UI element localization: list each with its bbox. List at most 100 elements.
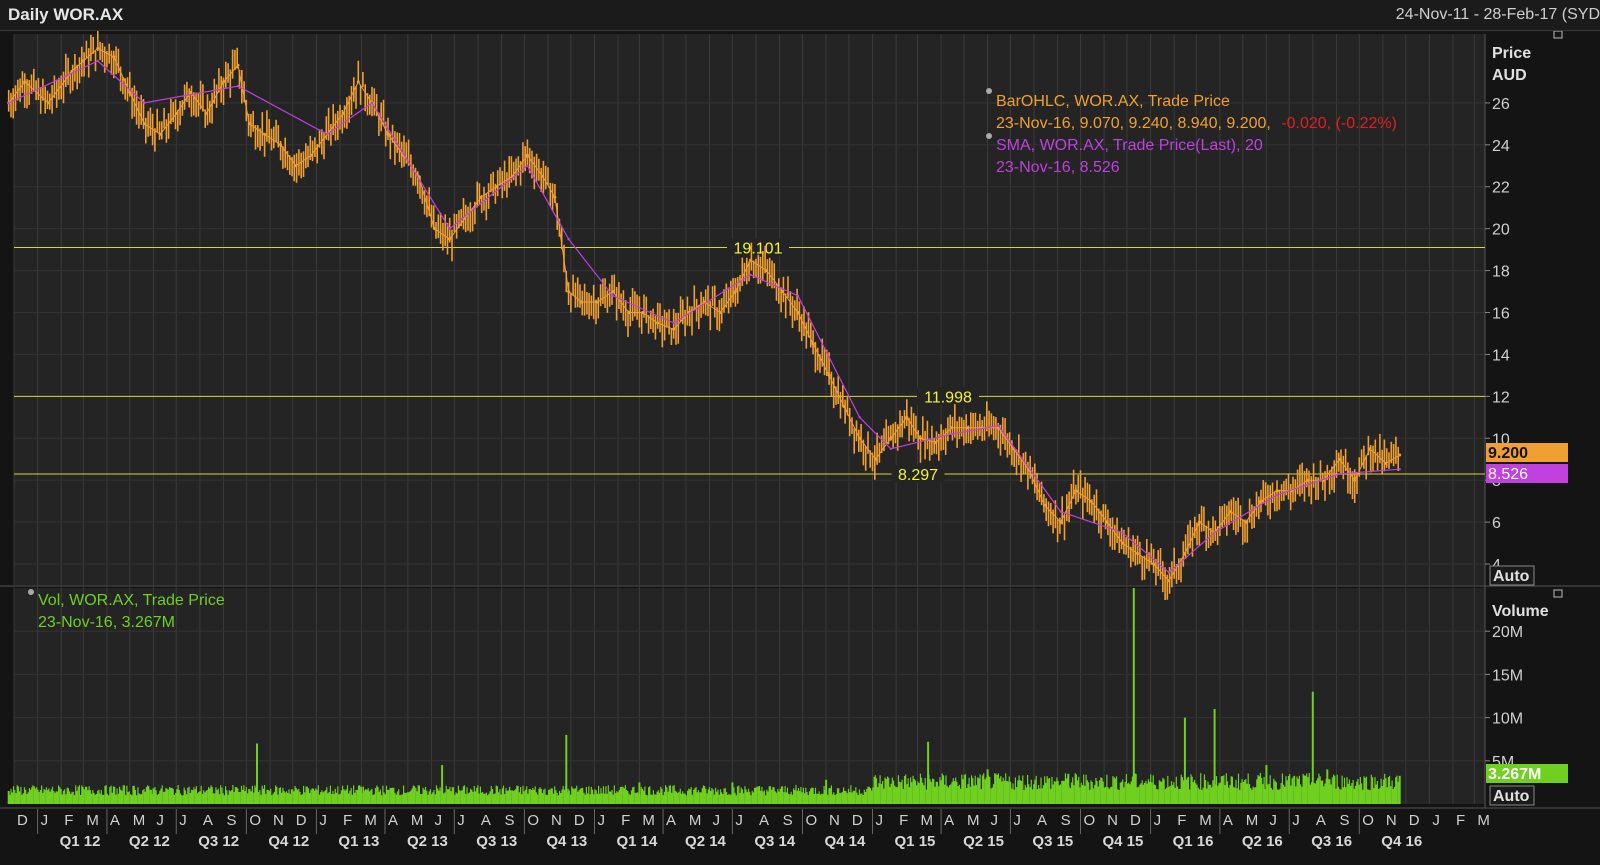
sma-point	[796, 294, 800, 297]
price-point	[905, 415, 909, 419]
month-tick-label: A	[759, 812, 769, 829]
price-plot-area[interactable]	[14, 34, 1485, 585]
volume-bar	[731, 782, 734, 804]
quarter-tick-label: Q4 16	[1381, 833, 1422, 850]
legend-ohlc-values: 23-Nov-16, 9.070, 9.240, 8.940, 9.200, -…	[996, 115, 1397, 132]
month-tick-label: M	[86, 812, 99, 829]
volume-auto-label: Auto	[1493, 788, 1530, 805]
price-tick-label: 18	[1492, 264, 1510, 281]
price-point	[950, 426, 954, 430]
price-point	[479, 195, 483, 199]
price-point	[433, 227, 436, 231]
price-point	[1120, 541, 1124, 545]
month-tick-label: F	[1177, 812, 1186, 829]
legend-ohlc-toggle-icon[interactable]	[986, 88, 992, 94]
volume-bar	[986, 769, 989, 804]
month-tick-label: J	[1432, 812, 1440, 829]
price-point	[263, 132, 267, 136]
volume-panel-menu-icon[interactable]	[1553, 589, 1563, 598]
volume-bar	[1183, 717, 1186, 804]
month-tick-label: A	[1316, 812, 1326, 829]
sma-point	[96, 59, 100, 63]
month-tick-label: F	[899, 812, 908, 829]
price-point	[580, 300, 583, 304]
volume-plot-area[interactable]	[14, 588, 1485, 804]
price-point	[1398, 453, 1402, 457]
month-tick-label: A	[1037, 812, 1047, 829]
price-tick-label: 20	[1492, 222, 1510, 239]
quarter-tick-label: Q2 13	[407, 833, 448, 850]
quarter-tick-label: Q4 15	[1102, 833, 1143, 850]
month-tick-label: N	[1386, 812, 1397, 829]
month-tick-label: J	[1269, 812, 1277, 829]
price-panel-menu-icon[interactable]	[1553, 31, 1563, 39]
date-range-label[interactable]: 24-Nov-11 - 28-Feb-17 (SYD	[1395, 6, 1600, 23]
legend-sma-toggle-icon[interactable]	[986, 133, 992, 139]
price-tick-label: 16	[1492, 306, 1510, 323]
quarter-tick-label: Q2 15	[963, 833, 1004, 850]
legend-volume-toggle-icon[interactable]	[28, 589, 34, 595]
quarter-tick-label: Q3 13	[476, 833, 517, 850]
month-tick-label: A	[1223, 812, 1233, 829]
volume-tick-label: 15M	[1492, 667, 1523, 684]
month-tick-label: N	[273, 812, 284, 829]
month-tick-label: O	[1362, 812, 1374, 829]
price-point	[1136, 552, 1140, 556]
price-legend[interactable]: BarOHLC, WOR.AX, Trade Price 23-Nov-16, …	[986, 88, 1397, 176]
legend-volume-values: 23-Nov-16, 3.267M	[38, 614, 175, 631]
price-point	[1167, 579, 1171, 583]
month-tick-label: S	[226, 812, 236, 829]
volume-bar	[1265, 765, 1268, 804]
month-tick-label: J	[597, 812, 605, 829]
level-label: 11.998	[924, 389, 972, 406]
last-price-label: 9.200	[1488, 445, 1528, 462]
price-point	[627, 311, 631, 314]
price-point	[672, 327, 676, 331]
price-point	[1229, 510, 1233, 514]
price-point	[1306, 478, 1309, 482]
price-point	[733, 290, 737, 293]
volume-bar	[565, 734, 568, 804]
price-point	[279, 143, 283, 147]
month-tick-label: D	[574, 812, 585, 829]
price-point	[81, 59, 85, 63]
quarter-tick-label: Q1 15	[895, 833, 936, 850]
month-tick-label: M	[364, 812, 377, 829]
month-tick-label: M	[1246, 812, 1259, 829]
price-point	[128, 90, 132, 94]
month-tick-label: F	[1456, 812, 1465, 829]
price-point	[842, 405, 846, 409]
price-point	[142, 122, 146, 126]
price-point	[858, 436, 862, 440]
sma-point	[526, 164, 529, 167]
volume-bar	[360, 786, 363, 804]
price-point	[1089, 499, 1093, 503]
quarter-tick-label: Q4 12	[268, 833, 309, 850]
sma-point	[1121, 531, 1124, 534]
sma-point	[749, 273, 752, 276]
quarter-tick-label: Q3 12	[198, 833, 239, 850]
month-tick-label: N	[1107, 812, 1118, 829]
sma-point	[325, 133, 329, 136]
legend-ohlc-prices: 23-Nov-16, 9.070, 9.240, 8.940, 9.200,	[996, 115, 1271, 132]
legend-sma-values: 23-Nov-16, 8.526	[996, 159, 1120, 176]
price-point	[934, 441, 938, 444]
sma-point	[1275, 493, 1279, 497]
sma-point	[370, 101, 374, 105]
price-point	[718, 311, 722, 314]
volume-legend[interactable]: Vol, WOR.AX, Trade Price 23-Nov-16, 3.26…	[28, 589, 225, 631]
price-point	[1384, 461, 1388, 465]
month-tick-label: D	[17, 812, 28, 829]
price-point	[1152, 562, 1156, 566]
month-tick-label: J	[1292, 812, 1300, 829]
volume-auto-button[interactable]	[1489, 785, 1535, 806]
month-tick-label: M	[967, 812, 980, 829]
price-volume-chart[interactable]: Price AUD Volume 468101214161820222426 5…	[0, 31, 1600, 865]
month-tick-label: J	[713, 812, 721, 829]
price-point	[1259, 499, 1263, 503]
price-point	[919, 436, 922, 440]
price-auto-button[interactable]	[1489, 565, 1535, 586]
price-axis-title: Price	[1492, 45, 1531, 62]
month-tick-label: S	[505, 812, 515, 829]
month-tick-label: J	[319, 812, 327, 829]
